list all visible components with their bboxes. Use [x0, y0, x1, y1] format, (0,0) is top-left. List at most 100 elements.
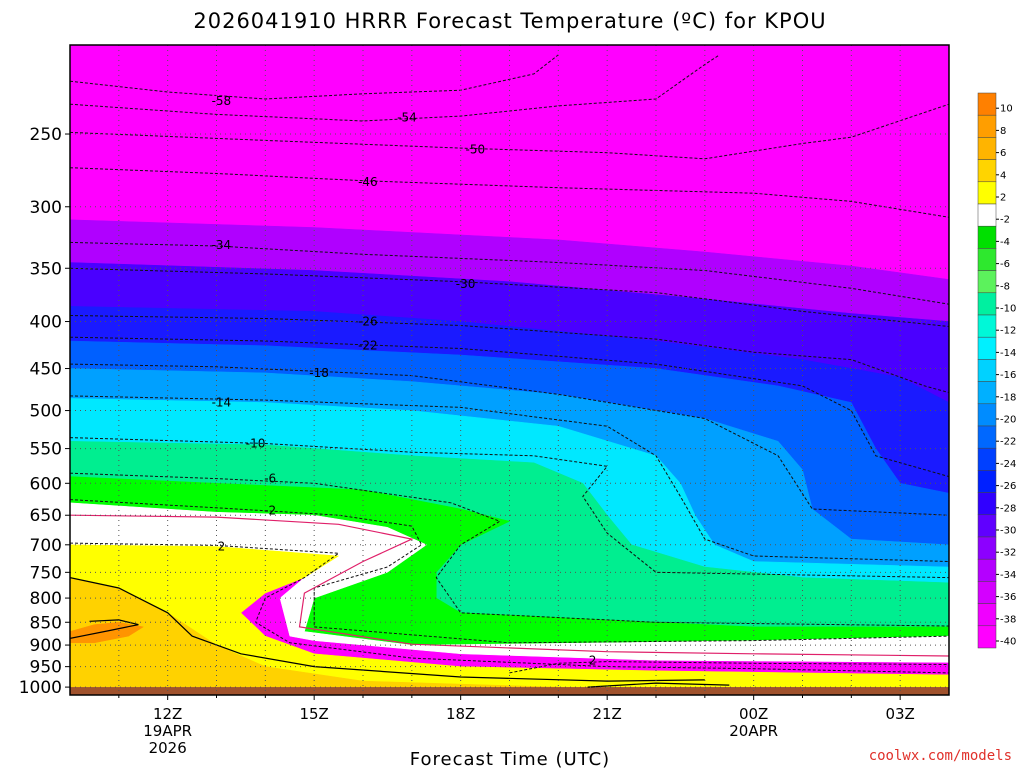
colorbar-swatch — [977, 359, 997, 382]
colorbar-swatch — [977, 203, 997, 227]
contour-3 — [70, 167, 949, 218]
contour-label: -58 — [212, 94, 232, 108]
colorbar-swatch — [977, 225, 997, 249]
x-tick-label: 12Z — [153, 705, 182, 723]
contour-label: -50 — [466, 143, 486, 157]
colorbar-swatch — [977, 514, 997, 538]
colorbar-label: -34 — [1000, 570, 1016, 581]
x-tick-label: 18Z — [446, 705, 475, 723]
contour-label: 2 — [218, 540, 226, 554]
y-tick-label: 450 — [30, 360, 62, 380]
y-tick-label: 750 — [30, 563, 62, 583]
contour-label: -26 — [358, 315, 378, 329]
y-tick-label: 800 — [30, 589, 62, 609]
colorbar-swatch — [977, 603, 997, 627]
colorbar-swatch — [977, 92, 997, 116]
colorbar-swatch — [977, 270, 997, 294]
colorbar-swatch — [977, 159, 997, 183]
x-tick-label: 15Z — [299, 705, 328, 723]
y-tick-label: 1000 — [19, 678, 62, 698]
x-tick-label: 21Z — [592, 705, 621, 723]
contour-label: -30 — [456, 277, 476, 291]
y-tick-label: 550 — [30, 440, 62, 460]
solid-contour-1 — [70, 619, 139, 639]
contour-label: -22 — [358, 339, 378, 353]
contour-label: -10 — [246, 436, 266, 450]
colorbar-swatch — [977, 447, 997, 471]
y-tick-label: 250 — [30, 125, 62, 145]
colorbar-label: -36 — [1000, 592, 1016, 603]
colorbar-label: -22 — [1000, 437, 1016, 448]
colorbar-swatch — [977, 181, 997, 205]
contour-label: -14 — [212, 396, 232, 410]
y-tick-label: 650 — [30, 506, 62, 526]
ground-band — [70, 687, 949, 695]
contour-label: -6 — [264, 472, 276, 486]
colorbar-label: -32 — [1000, 548, 1016, 559]
zero-contour-0 — [70, 514, 949, 657]
colorbar-swatch — [977, 248, 997, 271]
colorbar-label: -4 — [1000, 237, 1010, 248]
colorbar-label: 2 — [1000, 193, 1006, 204]
colorbar-label: 4 — [1000, 170, 1006, 181]
contour-0 — [70, 54, 559, 100]
contour-10 — [70, 437, 949, 579]
colorbar-label: -28 — [1000, 503, 1016, 514]
colorbar-swatch — [977, 314, 997, 338]
plot-area: -58-54-50-46-34-30-26-22-18-14-10-6-222 — [69, 44, 950, 696]
colorbar-swatch — [977, 581, 997, 604]
colorbar-label: -38 — [1000, 614, 1016, 625]
y-tick-label: 900 — [30, 636, 62, 656]
solid-contour-0 — [70, 577, 705, 682]
y-tick-label: 300 — [30, 198, 62, 218]
contour-label: -34 — [212, 238, 232, 252]
y-tick-label: 950 — [30, 658, 62, 678]
x-tick-label: 03Z — [885, 705, 914, 723]
x-axis-label: Forecast Time (UTC) — [410, 749, 610, 768]
colorbar-swatch — [977, 492, 997, 516]
colorbar-label: 10 — [1000, 104, 1013, 115]
x-tick-sublabel: 2026 — [149, 739, 187, 757]
contour-14 — [509, 661, 949, 674]
x-tick-sublabel: 20APR — [729, 722, 778, 740]
colorbar-label: 6 — [1000, 148, 1006, 159]
contour-7 — [70, 336, 949, 478]
colorbar-swatch — [977, 336, 997, 360]
colorbar-swatch — [977, 625, 997, 649]
y-tick-label: 500 — [30, 402, 62, 422]
credit-link[interactable]: coolwx.com/models — [869, 748, 1012, 764]
colorbar-swatch — [977, 137, 997, 160]
y-tick-label: 350 — [30, 259, 62, 279]
colorbar-label: -2 — [1000, 215, 1010, 226]
y-tick-label: 700 — [30, 536, 62, 556]
x-tick-label: 00Z — [739, 705, 768, 723]
colorbar-label: -12 — [1000, 326, 1016, 337]
colorbar-swatch — [977, 425, 997, 449]
colorbar-label: -24 — [1000, 459, 1016, 470]
contour-label: -46 — [358, 175, 378, 189]
colorbar-label: -14 — [1000, 348, 1016, 359]
colorbar-label: -26 — [1000, 481, 1016, 492]
colorbar-swatch — [977, 292, 997, 316]
colorbar-swatch — [977, 536, 997, 560]
chart-title: 2026041910 HRRR Forecast Temperature (ºC… — [193, 9, 826, 33]
colorbar-label: -20 — [1000, 415, 1016, 426]
contour-label: -18 — [309, 366, 329, 380]
colorbar-swatch — [977, 558, 997, 582]
colorbar-swatch — [977, 114, 997, 138]
y-axis: 250 300 350 400 450 500 550 600 650 700 750 800 850 9… — [19, 125, 70, 698]
contour-label: -54 — [397, 111, 417, 125]
colorbar-label: 8 — [1000, 126, 1006, 137]
temp-band-2 — [70, 544, 949, 688]
y-tick-label: 400 — [30, 313, 62, 333]
colorbar-swatch — [977, 470, 997, 493]
colorbar-swatch — [977, 403, 997, 427]
y-tick-label: 600 — [30, 474, 62, 494]
contour-5 — [70, 267, 949, 327]
colorbar-label: -18 — [1000, 392, 1016, 403]
solid-contour-2 — [587, 682, 730, 688]
colorbar-label: -8 — [1000, 281, 1010, 292]
colorbar-label: -30 — [1000, 526, 1016, 537]
